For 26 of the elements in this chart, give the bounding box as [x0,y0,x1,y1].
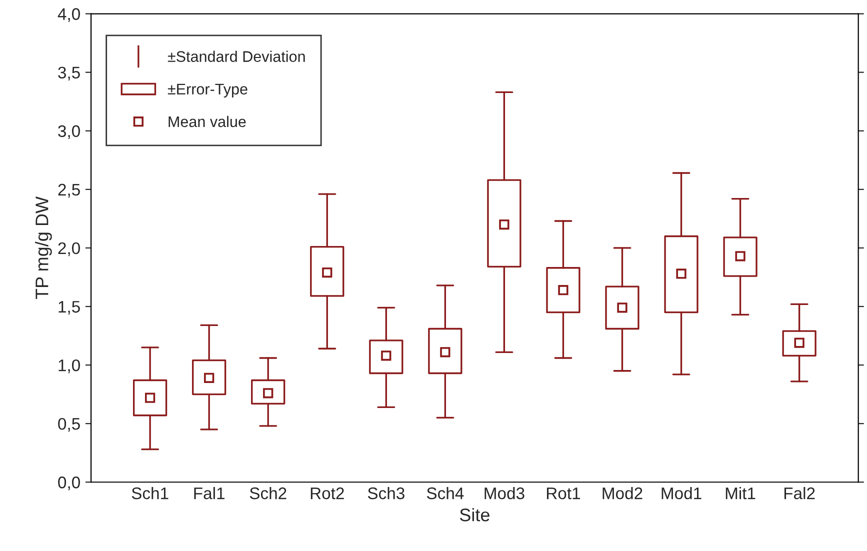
x-tick-label: Fal1 [194,486,224,500]
x-tick-label: Sch1 [132,486,168,500]
y-tick-label: 2,5 [58,184,80,198]
x-tick-label: Sch4 [426,486,464,500]
y-tick-label: 3,5 [58,66,80,80]
y-tick-label: 0,5 [58,418,80,432]
x-tick-label: Rot2 [310,487,344,500]
annotation: ±Standard Deviation [168,50,305,62]
x-tick-label: Mod1 [662,486,702,500]
y-tick-label: 1,5 [58,301,80,315]
x-tick-label: Fal2 [784,486,815,500]
x-tick-label: Rot1 [546,488,580,500]
x-tick-label: Mod2 [602,486,642,500]
y-axis-title: TP mg/g DW [35,196,52,300]
x-tick-label: Sch3 [368,486,404,500]
annotation: ±Error-Type [168,84,248,98]
y-tick-label: 0,0 [58,476,80,490]
y-tick-label: 3,0 [58,125,80,140]
x-tick-label: Sch2 [250,486,286,500]
x-tick-label: Mit1 [726,486,756,500]
y-tick-label: 4,0 [58,8,80,22]
x-axis-title: Site [460,508,490,522]
y-tick-label: 2,0 [58,242,80,256]
y-tick-label: 1,0 [58,359,80,374]
x-tick-label: Mod3 [484,486,524,500]
annotation: Mean value [168,116,246,128]
